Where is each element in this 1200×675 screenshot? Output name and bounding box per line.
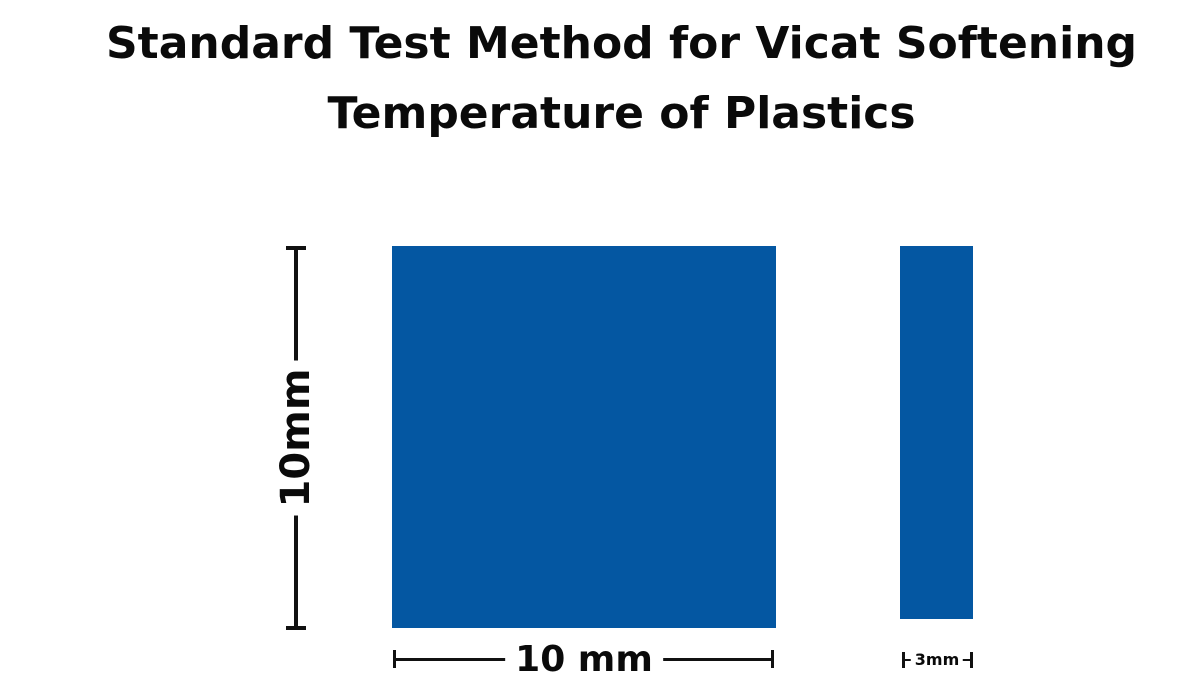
page-title-line-2: Temperature of Plastics xyxy=(327,88,916,139)
specimen-front-face xyxy=(392,246,776,628)
specimen-side-face xyxy=(900,246,973,619)
height-dimension-label: 10mm xyxy=(273,360,319,516)
page-title-line-1: Standard Test Method for Vicat Softening xyxy=(105,18,1138,69)
thickness-dimension-label: 3mm xyxy=(910,652,964,668)
width-dimension-label: 10 mm xyxy=(505,642,663,675)
